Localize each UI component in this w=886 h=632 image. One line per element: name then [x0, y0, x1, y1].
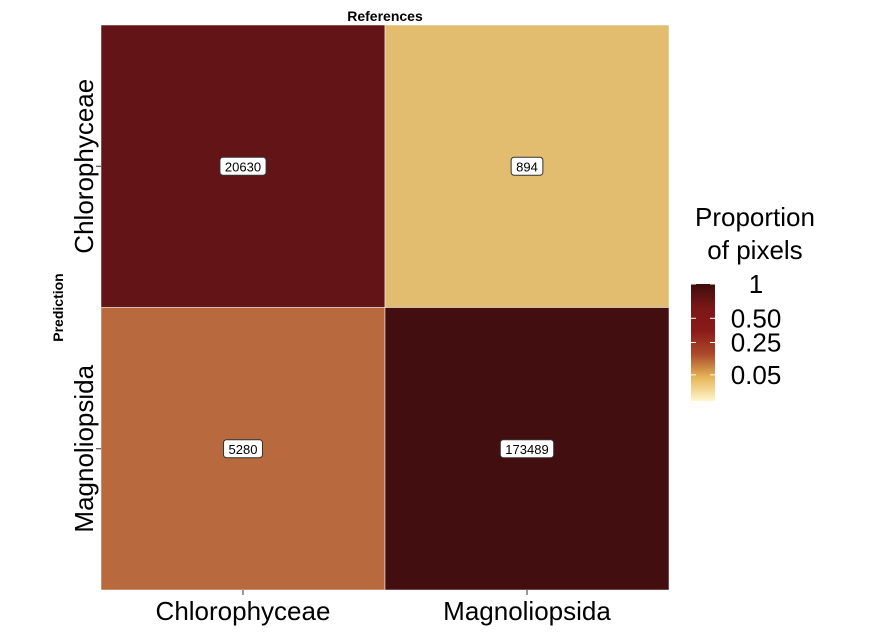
- y-tick-label: Magnoliopsida: [69, 364, 99, 532]
- legend-title-line: of pixels: [707, 235, 802, 265]
- legend-tick-label: 1: [749, 269, 763, 299]
- cell-label-box: [219, 156, 267, 176]
- cell-label-box: [510, 156, 544, 176]
- x-tick-label: Magnoliopsida: [443, 596, 611, 626]
- cell-label-box: [223, 439, 263, 459]
- legend-title-line: Proportion: [695, 202, 815, 232]
- cell-value-label: 20630: [219, 156, 267, 176]
- cell-value-text: 894: [516, 159, 538, 174]
- cell-value-text: 20630: [225, 159, 261, 174]
- cell-value-label: 173489: [499, 439, 555, 459]
- cell-value-text: 5280: [229, 442, 258, 457]
- y-axis-label: Prediction: [50, 273, 66, 341]
- legend-tick-label: 0.05: [731, 360, 782, 390]
- cell-value-label: 894: [510, 156, 544, 176]
- legend-tick-label: 0.25: [731, 328, 782, 358]
- cell-value-text: 173489: [505, 442, 548, 457]
- legend-tick-label: 0.50: [731, 303, 782, 333]
- chart-title: References: [347, 8, 423, 24]
- cell-label-box: [499, 439, 555, 459]
- y-tick-label: Chlorophyceae: [69, 79, 99, 254]
- x-tick-label: Chlorophyceae: [156, 596, 331, 626]
- cell-value-label: 5280: [223, 439, 263, 459]
